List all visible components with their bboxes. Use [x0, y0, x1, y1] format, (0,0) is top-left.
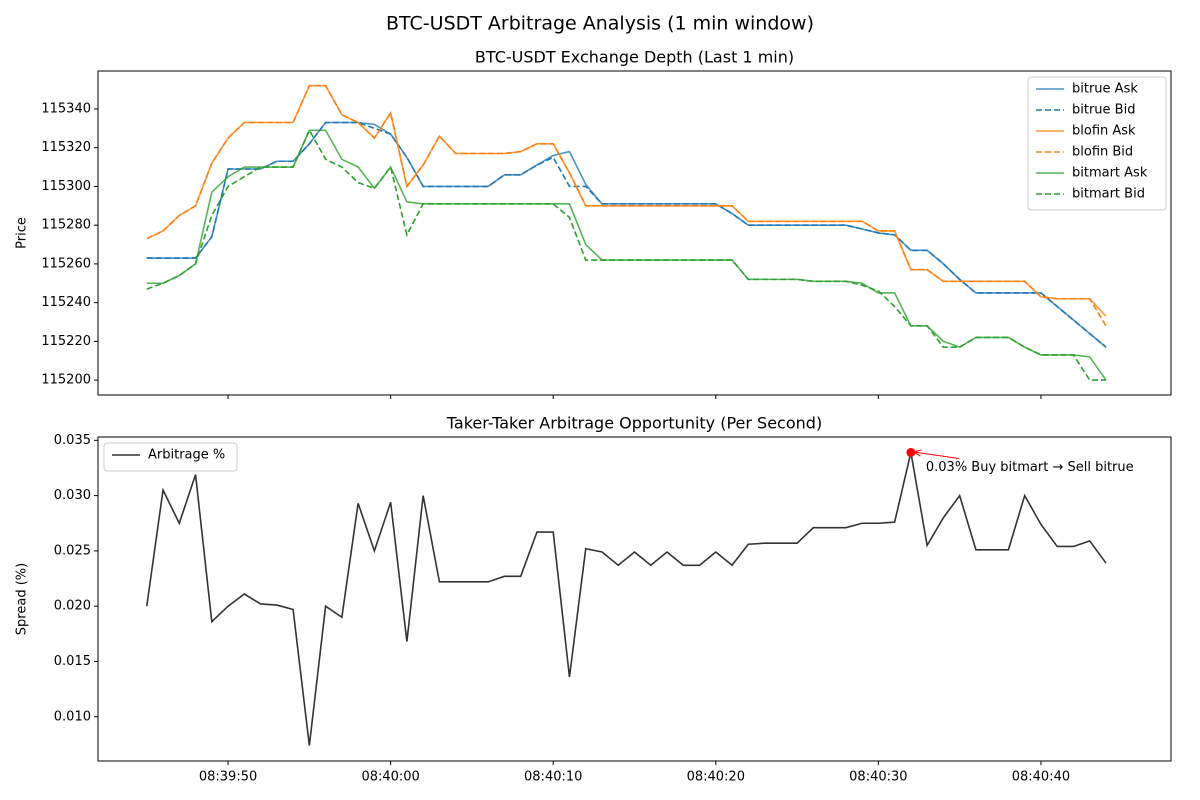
chart-title: BTC-USDT Exchange Depth (Last 1 min) [475, 48, 794, 67]
y-tick-label: 115300 [41, 179, 91, 194]
chart-title: Taker-Taker Arbitrage Opportunity (Per S… [446, 414, 822, 433]
y-tick-label: 115320 [41, 140, 91, 155]
legend-box [103, 442, 238, 472]
y-tick-label: 115340 [41, 101, 91, 116]
legend-label: blofin Bid [1072, 145, 1133, 160]
plot-area [146, 84, 1107, 381]
series-line [145, 452, 1107, 746]
x-tick-label: 08:40:40 [1012, 770, 1070, 785]
legend-label: bitmart Bid [1072, 187, 1145, 202]
y-tick-label: 115220 [41, 334, 91, 349]
y-tick-label: 0.015 [54, 654, 91, 669]
series-line [146, 121, 1107, 348]
legend-box [1027, 76, 1167, 211]
axes-frame [97, 70, 1172, 396]
y-tick-label: 115260 [41, 256, 91, 271]
y-tick-label: 115240 [41, 295, 91, 310]
x-tick-label: 08:40:20 [687, 770, 745, 785]
legend-label: blofin Ask [1072, 124, 1136, 139]
y-tick-label: 0.035 [54, 433, 91, 448]
annotation-arrow [914, 452, 959, 459]
plot-area [145, 452, 1107, 746]
x-tick-label: 08:40:10 [524, 770, 582, 785]
x-tick-label: 08:39:50 [199, 770, 257, 785]
series-line [146, 128, 1106, 381]
x-tick-label: 08:40:30 [849, 770, 907, 785]
legend-label: Arbitrage % [148, 448, 225, 463]
y-axis-label: Spread (%) [15, 563, 30, 635]
axes-frame [97, 436, 1172, 762]
y-tick-label: 115280 [41, 218, 91, 233]
legend-label: bitrue Ask [1072, 82, 1138, 97]
y-tick-label: 0.010 [54, 709, 91, 724]
y-tick-label: 115200 [41, 373, 91, 388]
figure-title: BTC-USDT Arbitrage Analysis (1 min windo… [386, 13, 814, 35]
legend-label: bitmart Ask [1072, 166, 1148, 181]
y-tick-label: 0.025 [54, 543, 91, 558]
y-axis-label: Price [15, 217, 30, 249]
x-tick-label: 08:40:00 [361, 770, 419, 785]
series-line [146, 84, 1107, 327]
annotation-text: 0.03% Buy bitmart → Sell bitrue [926, 460, 1134, 475]
annotation-point [906, 447, 916, 457]
y-tick-label: 0.020 [54, 599, 91, 614]
y-tick-label: 0.030 [54, 488, 91, 503]
legend-label: bitrue Bid [1072, 103, 1135, 118]
